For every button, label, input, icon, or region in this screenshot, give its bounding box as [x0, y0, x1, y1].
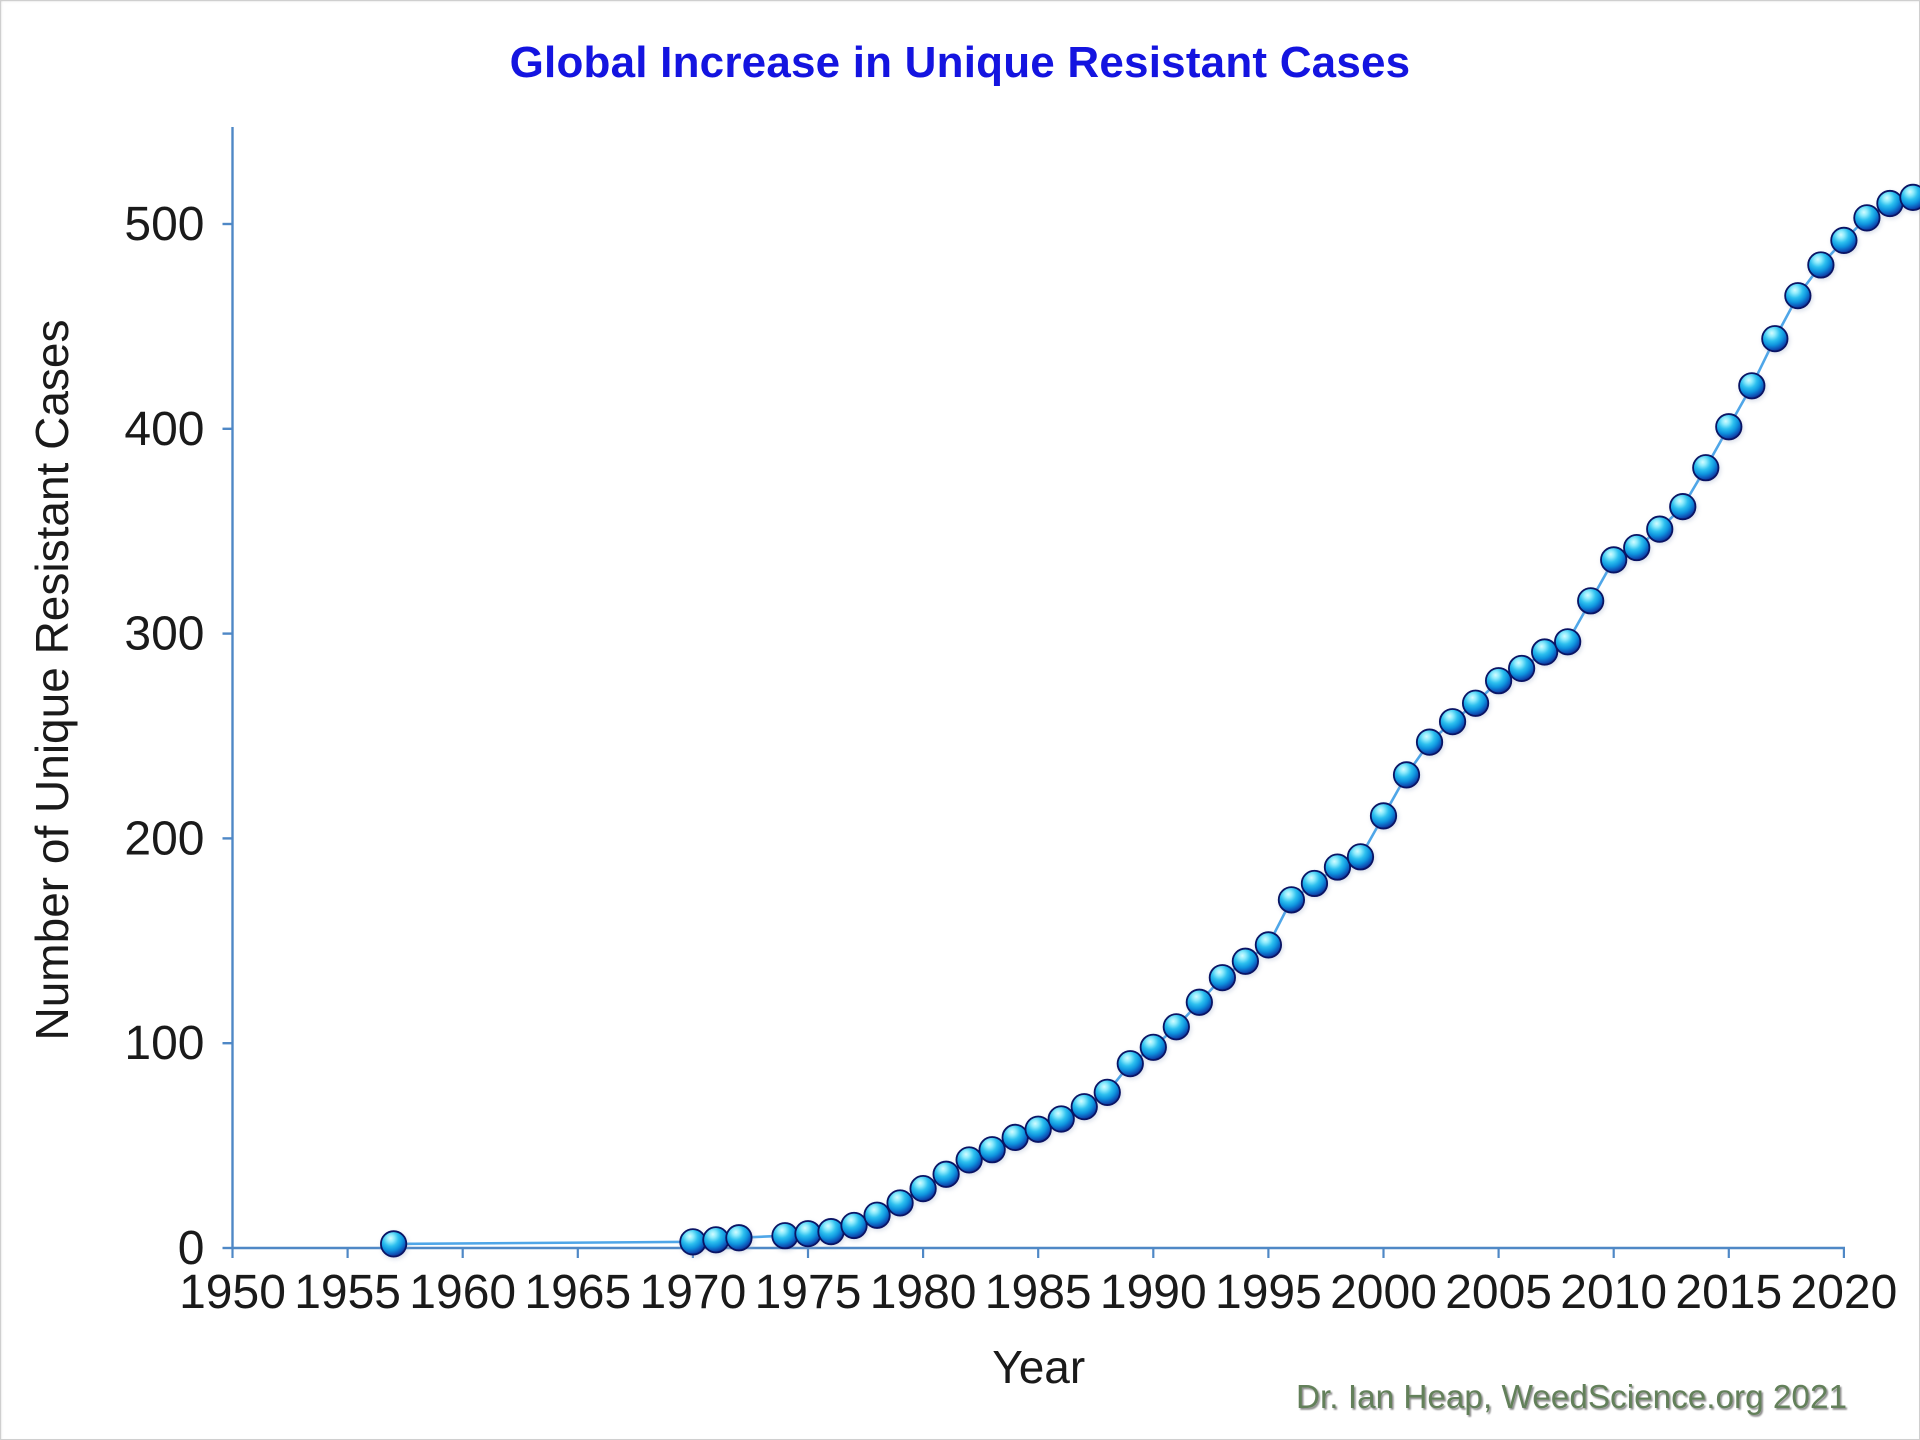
svg-text:200: 200 [124, 812, 204, 865]
svg-text:1960: 1960 [409, 1266, 516, 1319]
svg-text:1975: 1975 [755, 1266, 862, 1319]
svg-text:Number of Unique Resistant Cas: Number of Unique Resistant Cases [26, 320, 78, 1041]
svg-text:100: 100 [124, 1017, 204, 1070]
svg-text:1970: 1970 [640, 1266, 747, 1319]
svg-text:2005: 2005 [1445, 1266, 1552, 1319]
svg-text:2000: 2000 [1330, 1266, 1437, 1319]
svg-text:2020: 2020 [1791, 1266, 1898, 1319]
svg-text:1990: 1990 [1100, 1266, 1207, 1319]
svg-text:1965: 1965 [524, 1266, 631, 1319]
svg-text:1955: 1955 [294, 1266, 401, 1319]
svg-text:500: 500 [124, 198, 204, 251]
svg-text:Year: Year [992, 1341, 1085, 1393]
svg-text:1950: 1950 [179, 1266, 286, 1319]
svg-text:400: 400 [124, 403, 204, 456]
svg-text:Dr. Ian Heap, WeedScience.org: Dr. Ian Heap, WeedScience.org 2021 [1296, 1379, 1847, 1416]
svg-text:1985: 1985 [985, 1266, 1092, 1319]
svg-text:2010: 2010 [1560, 1266, 1667, 1319]
svg-text:1980: 1980 [870, 1266, 977, 1319]
svg-text:2015: 2015 [1675, 1266, 1782, 1319]
svg-text:1995: 1995 [1215, 1266, 1322, 1319]
svg-text:300: 300 [124, 608, 204, 661]
